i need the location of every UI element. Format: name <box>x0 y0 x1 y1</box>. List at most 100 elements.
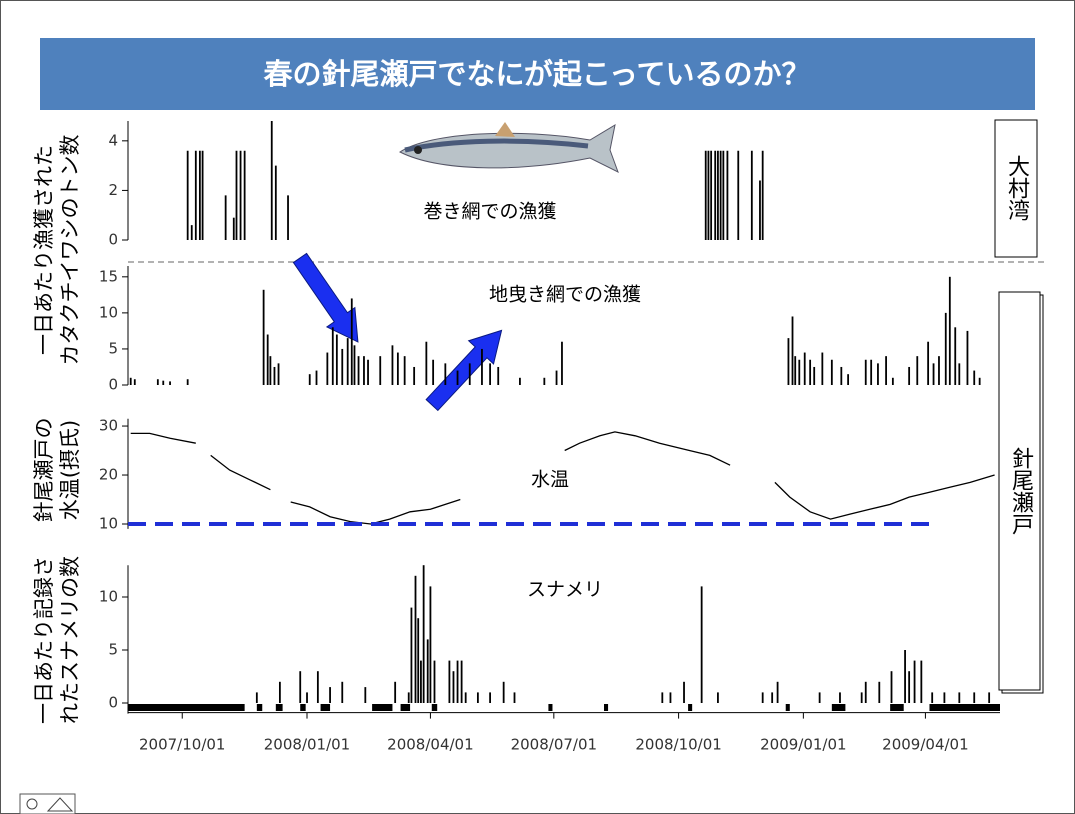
bar <box>864 359 867 385</box>
bar <box>481 348 483 385</box>
bar <box>232 217 235 240</box>
recording-period <box>929 704 1000 711</box>
y-axis-label: 水温(摂氏) <box>58 420 82 520</box>
bar <box>726 150 729 240</box>
bar <box>737 150 740 240</box>
bar <box>346 338 349 385</box>
bar <box>908 366 911 385</box>
bar <box>456 370 459 385</box>
region-box <box>998 291 1041 691</box>
bar <box>357 356 360 385</box>
bar <box>162 380 165 385</box>
recording-period <box>300 704 306 711</box>
annotation: 地曳き網での漁獲 <box>489 284 641 306</box>
recording-period <box>831 704 846 711</box>
bar <box>707 150 710 240</box>
bar <box>561 341 563 385</box>
bar <box>864 681 867 703</box>
bar <box>273 366 276 385</box>
bar <box>417 618 420 703</box>
bar <box>931 692 934 703</box>
bar <box>243 150 246 240</box>
bar <box>287 195 289 240</box>
recording-period <box>320 704 331 711</box>
bar <box>156 379 159 385</box>
bar <box>464 692 467 703</box>
bar <box>543 377 546 385</box>
bar <box>958 363 961 385</box>
y-axis-label: れたスナメリの数 <box>58 556 82 724</box>
bar <box>813 366 816 385</box>
bar <box>714 150 717 240</box>
bar <box>255 692 258 703</box>
bar <box>966 330 969 385</box>
bar <box>335 334 338 385</box>
y-tick-label: 30 <box>99 417 118 435</box>
recording-period <box>372 704 393 711</box>
bar <box>326 352 329 385</box>
bar <box>719 150 722 240</box>
bar <box>460 660 463 703</box>
bar <box>978 377 981 385</box>
bar <box>938 356 940 385</box>
region-label: 大村湾 <box>1004 155 1030 221</box>
bar <box>433 660 436 703</box>
bar <box>169 381 171 385</box>
bar <box>710 150 713 240</box>
recording-period <box>785 704 790 711</box>
y-tick-label: 20 <box>99 466 118 484</box>
bar <box>794 356 797 385</box>
bar <box>750 150 753 240</box>
bar <box>973 370 976 385</box>
bar <box>944 312 947 385</box>
bar <box>448 660 451 703</box>
bar <box>927 341 930 385</box>
bar <box>948 276 951 385</box>
bar <box>224 195 227 240</box>
bar <box>299 671 302 703</box>
bar <box>669 692 672 703</box>
y-axis-label: 針尾瀬戸の <box>32 418 56 523</box>
bar <box>426 639 429 703</box>
bar <box>722 150 725 240</box>
bar <box>704 150 707 240</box>
y-tick-label: 10 <box>99 588 118 606</box>
x-tick-label: 2008/01/01 <box>264 736 350 754</box>
y-tick-label: 0 <box>108 376 118 394</box>
bar <box>761 150 764 240</box>
annotation: スナメリ <box>527 579 603 601</box>
bar <box>452 671 455 703</box>
slide-nav-icon[interactable] <box>19 793 76 814</box>
bar <box>420 660 422 703</box>
bar <box>306 692 308 703</box>
bar <box>425 341 428 385</box>
bar <box>860 692 863 703</box>
bar <box>266 334 269 385</box>
bar <box>973 692 976 703</box>
bar <box>954 327 957 385</box>
bar <box>239 150 242 240</box>
recording-period <box>548 704 553 711</box>
bar <box>410 607 413 703</box>
bar <box>489 363 491 385</box>
bar <box>717 692 719 703</box>
recording-period <box>275 704 283 711</box>
bar <box>840 366 843 385</box>
bar <box>885 356 887 385</box>
bar <box>201 150 204 240</box>
bar <box>394 681 397 703</box>
bar <box>391 345 394 385</box>
bar <box>839 692 841 703</box>
recording-period <box>890 704 904 711</box>
x-tick-label: 2008/10/01 <box>635 736 721 754</box>
bar <box>186 379 189 385</box>
bar <box>367 359 369 385</box>
bar <box>133 379 136 385</box>
bar <box>190 225 193 240</box>
bar <box>878 681 881 703</box>
bar <box>776 681 779 703</box>
region-box <box>994 119 1038 258</box>
bar <box>468 363 471 385</box>
bar <box>916 356 919 385</box>
